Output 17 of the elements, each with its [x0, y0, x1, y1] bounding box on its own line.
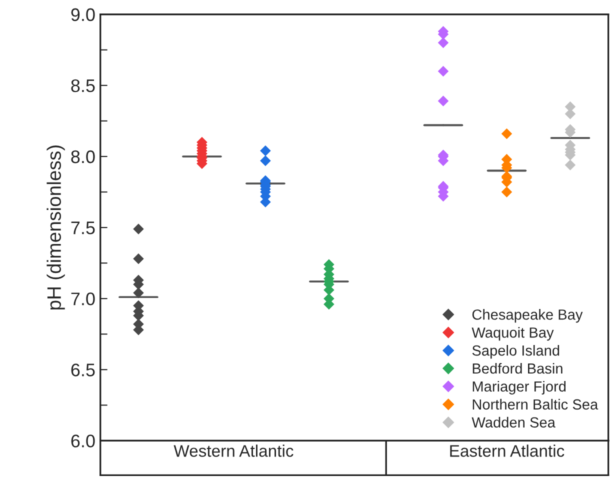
- x-tick-label: Eastern Atlantic: [450, 444, 564, 457]
- legend-label: Waquoit Bay: [472, 327, 554, 341]
- y-tick-label: 8.5: [71, 79, 95, 92]
- x-tick-label: Western Atlantic: [174, 444, 294, 457]
- legend-label: Mariager Fjord: [472, 380, 566, 395]
- y-tick-label: 6.5: [71, 364, 95, 376]
- y-tick-label: 9.0: [71, 8, 95, 22]
- legend-label: Bedford Basin: [472, 362, 562, 374]
- y-axis-title: pH (dimensionless): [46, 146, 65, 310]
- legend-label: Northern Baltic Sea: [472, 398, 598, 410]
- y-tick-label: 7.0: [71, 292, 95, 306]
- legend-label: Chesapeake Bay: [472, 309, 583, 323]
- legend-label: Sapelo Island: [472, 345, 560, 359]
- y-tick-label: 8.0: [71, 150, 95, 164]
- legend-label: Wadden Sea: [472, 416, 556, 428]
- y-tick-label: 7.5: [71, 222, 95, 234]
- y-tick-label: 6.0: [71, 434, 95, 448]
